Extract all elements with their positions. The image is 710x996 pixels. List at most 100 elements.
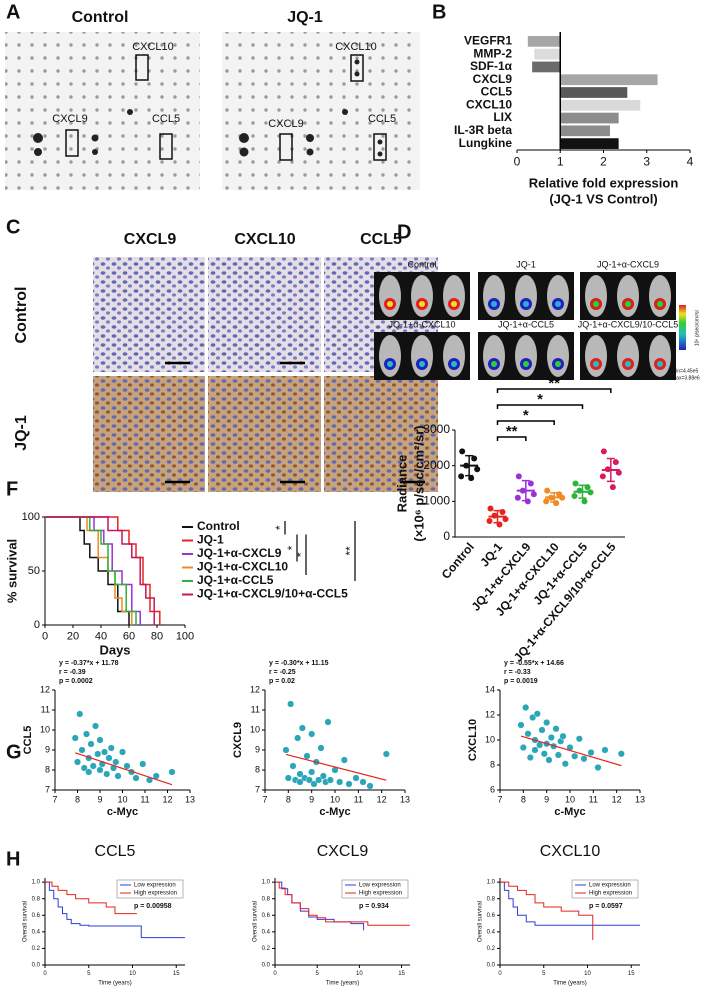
significance-label: * <box>537 391 543 408</box>
mouse <box>547 335 569 377</box>
y-axis-label: CCL5 <box>22 726 34 755</box>
dot <box>581 498 588 505</box>
category-label: IL-3R beta <box>454 123 512 137</box>
spot-boxes <box>65 54 387 161</box>
x-tick-label: 8 <box>286 795 291 805</box>
p-value: p = 0.00958 <box>134 903 172 910</box>
point <box>105 754 113 762</box>
signal <box>625 361 631 367</box>
point <box>308 768 316 776</box>
point <box>123 762 131 770</box>
row-label: Control <box>13 287 30 344</box>
signal <box>419 361 425 367</box>
point <box>601 746 609 754</box>
survival-curve <box>500 881 640 926</box>
y-tick-label: 1.0 <box>32 880 41 886</box>
x-tick-label: 10 <box>330 795 340 805</box>
dot <box>496 521 503 528</box>
significance-label: * <box>285 545 299 550</box>
spot-label: CXCL10 <box>132 41 174 53</box>
x-tick-label: 15 <box>628 971 635 977</box>
x-tick-label: 12 <box>162 795 172 805</box>
x-tick-label: 0 <box>42 631 48 643</box>
y-tick-label: 1.0 <box>487 880 496 886</box>
point <box>139 760 147 768</box>
signal <box>555 361 561 367</box>
bar <box>532 61 561 73</box>
y-axis-label: (×10⁶ p/sec/cm²/sr) <box>411 425 426 541</box>
x-axis-label: (JQ-1 VS Control) <box>549 191 657 206</box>
legend-label: Low expression <box>134 883 176 889</box>
x-tick-label: 7 <box>262 795 267 805</box>
point <box>545 756 553 764</box>
point <box>543 719 551 727</box>
colorbar-max: Max=3.88e6 <box>672 375 700 381</box>
signal <box>419 301 425 307</box>
dot <box>514 494 521 501</box>
panel-letter: D <box>397 221 411 243</box>
y-tick-label: 14 <box>485 684 495 694</box>
mouse <box>617 335 639 377</box>
point <box>580 755 588 763</box>
spot-label: CXCL9 <box>268 118 303 130</box>
y-tick-label: 0.2 <box>262 946 271 952</box>
signal <box>657 301 663 307</box>
x-tick-label: 7 <box>52 795 57 805</box>
x-tick-label: 13 <box>185 795 195 805</box>
y-tick-label: 0.2 <box>32 946 41 952</box>
point <box>529 714 537 722</box>
y-tick-label: 0.8 <box>32 896 41 902</box>
fit-line <box>520 735 622 767</box>
y-tick-label: 8 <box>490 759 495 769</box>
x-axis-label: Time (years) <box>553 981 586 987</box>
legend-label: High expression <box>359 891 402 897</box>
x-tick-label: 11 <box>589 795 598 805</box>
point <box>617 750 625 758</box>
point <box>359 778 367 786</box>
point <box>284 774 292 782</box>
y-tick-label: 9 <box>45 744 50 754</box>
legend-label: Low expression <box>359 883 401 889</box>
point <box>571 752 579 760</box>
x-tick-label: 12 <box>377 795 387 805</box>
x-axis-label: c-Myc <box>107 806 138 818</box>
row-label: JQ-1 <box>13 415 30 451</box>
stat-annotation: p = 0.0019 <box>504 678 538 685</box>
significance-bracket <box>496 404 584 409</box>
signal <box>625 301 631 307</box>
survival-curve <box>275 881 410 926</box>
x-tick-label: 10 <box>356 971 363 977</box>
point <box>587 749 595 757</box>
point <box>296 778 304 786</box>
signal <box>491 361 497 367</box>
y-tick-label: 0 <box>34 619 40 631</box>
point <box>519 744 527 752</box>
dot <box>599 473 606 480</box>
point <box>526 754 534 762</box>
p-value: p = 0.934 <box>359 903 389 910</box>
mouse <box>443 275 465 317</box>
y-tick-label: 8 <box>45 764 50 774</box>
point <box>282 746 290 754</box>
significance-label: ** <box>343 546 357 556</box>
chart-title: CXCL10 <box>540 843 601 860</box>
x-tick-label: 5 <box>87 971 91 977</box>
x-tick-label: 10 <box>565 795 575 805</box>
survival-curve <box>45 881 137 915</box>
y-axis-label: Overall survival <box>253 901 259 942</box>
dot <box>584 484 591 491</box>
category-label: CCL5 <box>481 85 513 99</box>
colorbar <box>679 305 686 350</box>
y-tick-label: 0 <box>443 529 450 543</box>
y-tick-label: 11 <box>251 704 260 714</box>
point <box>317 744 325 752</box>
y-axis-label: Overall survival <box>478 901 484 942</box>
y-tick-label: 3000 <box>423 422 450 436</box>
x-tick-label: 8 <box>75 795 80 805</box>
y-axis-label: Radiance <box>394 455 409 513</box>
dot <box>576 487 583 494</box>
point <box>382 750 390 758</box>
significance-bracket <box>496 388 612 393</box>
panel-letter: F <box>6 478 18 500</box>
